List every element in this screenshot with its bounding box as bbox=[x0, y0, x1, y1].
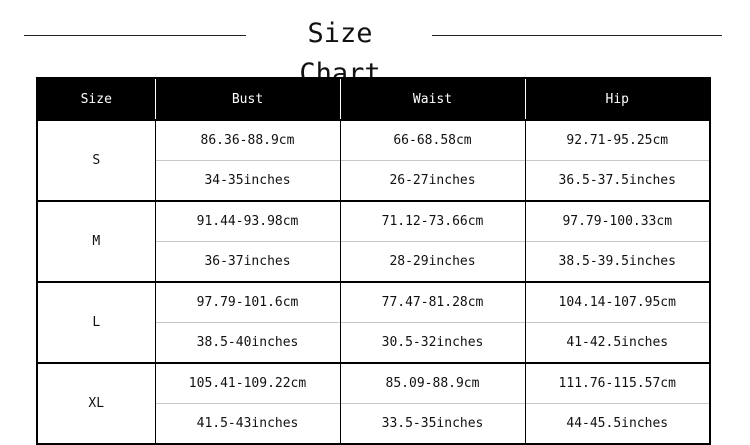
waist-inches: 26-27inches bbox=[339, 160, 525, 201]
table-row: 36-37inches 28-29inches 38.5-39.5inches bbox=[37, 241, 710, 282]
hip-inches: 41-42.5inches bbox=[524, 322, 710, 363]
bust-inches: 36-37inches bbox=[154, 241, 340, 282]
waist-inches: 28-29inches bbox=[339, 241, 525, 282]
hip-cm: 97.79-100.33cm bbox=[524, 200, 710, 242]
table-row: L 97.79-101.6cm 77.47-81.28cm 104.14-107… bbox=[36, 281, 710, 363]
bust-inches: 41.5-43inches bbox=[154, 403, 340, 444]
waist-cm: 85.09-88.9cm bbox=[339, 362, 525, 404]
bust-cm: 105.41-109.22cm bbox=[154, 362, 340, 404]
size-label: S bbox=[36, 119, 155, 201]
size-label: L bbox=[36, 281, 155, 363]
bust-inches: 38.5-40inches bbox=[154, 322, 340, 363]
page-title: Size Chart bbox=[299, 18, 381, 89]
bust-cm: 86.36-88.9cm bbox=[154, 119, 340, 161]
hip-inches: 36.5-37.5inches bbox=[524, 160, 710, 201]
table-row: 38.5-40inches 30.5-32inches 41-42.5inche… bbox=[37, 322, 710, 363]
table-row: M 91.44-93.98cm 71.12-73.66cm 97.79-100.… bbox=[36, 200, 710, 282]
title-divider-left bbox=[24, 35, 246, 36]
bust-inches: 34-35inches bbox=[154, 160, 340, 201]
header-bust: Bust bbox=[154, 78, 340, 120]
hip-cm: 92.71-95.25cm bbox=[524, 119, 710, 161]
header-waist: Waist bbox=[339, 78, 525, 120]
table-row: XL 105.41-109.22cm 85.09-88.9cm 111.76-1… bbox=[36, 362, 710, 444]
hip-inches: 38.5-39.5inches bbox=[524, 241, 710, 282]
table-row: S 86.36-88.9cm 66-68.58cm 92.71-95.25cm bbox=[36, 119, 710, 201]
header-hip: Hip bbox=[524, 78, 710, 120]
hip-cm: 104.14-107.95cm bbox=[524, 281, 710, 323]
size-label: M bbox=[36, 200, 155, 282]
size-chart-table: Size Bust Waist Hip S 86.36-88.9cm 66-68… bbox=[36, 77, 711, 445]
header-row: Size Bust Waist Hip bbox=[36, 78, 710, 120]
waist-cm: 77.47-81.28cm bbox=[339, 281, 525, 323]
title-row: Size Chart bbox=[24, 14, 722, 89]
bust-cm: 91.44-93.98cm bbox=[154, 200, 340, 242]
size-label: XL bbox=[36, 362, 155, 444]
waist-inches: 33.5-35inches bbox=[339, 403, 525, 444]
bust-cm: 97.79-101.6cm bbox=[154, 281, 340, 323]
waist-inches: 30.5-32inches bbox=[339, 322, 525, 363]
header-size: Size bbox=[36, 78, 155, 120]
title-divider-right bbox=[432, 35, 722, 36]
waist-cm: 66-68.58cm bbox=[339, 119, 525, 161]
hip-inches: 44-45.5inches bbox=[524, 403, 710, 444]
hip-cm: 111.76-115.57cm bbox=[524, 362, 710, 404]
table-row: 41.5-43inches 33.5-35inches 44-45.5inche… bbox=[37, 403, 710, 444]
table-row: 34-35inches 26-27inches 36.5-37.5inches bbox=[37, 160, 710, 201]
waist-cm: 71.12-73.66cm bbox=[339, 200, 525, 242]
